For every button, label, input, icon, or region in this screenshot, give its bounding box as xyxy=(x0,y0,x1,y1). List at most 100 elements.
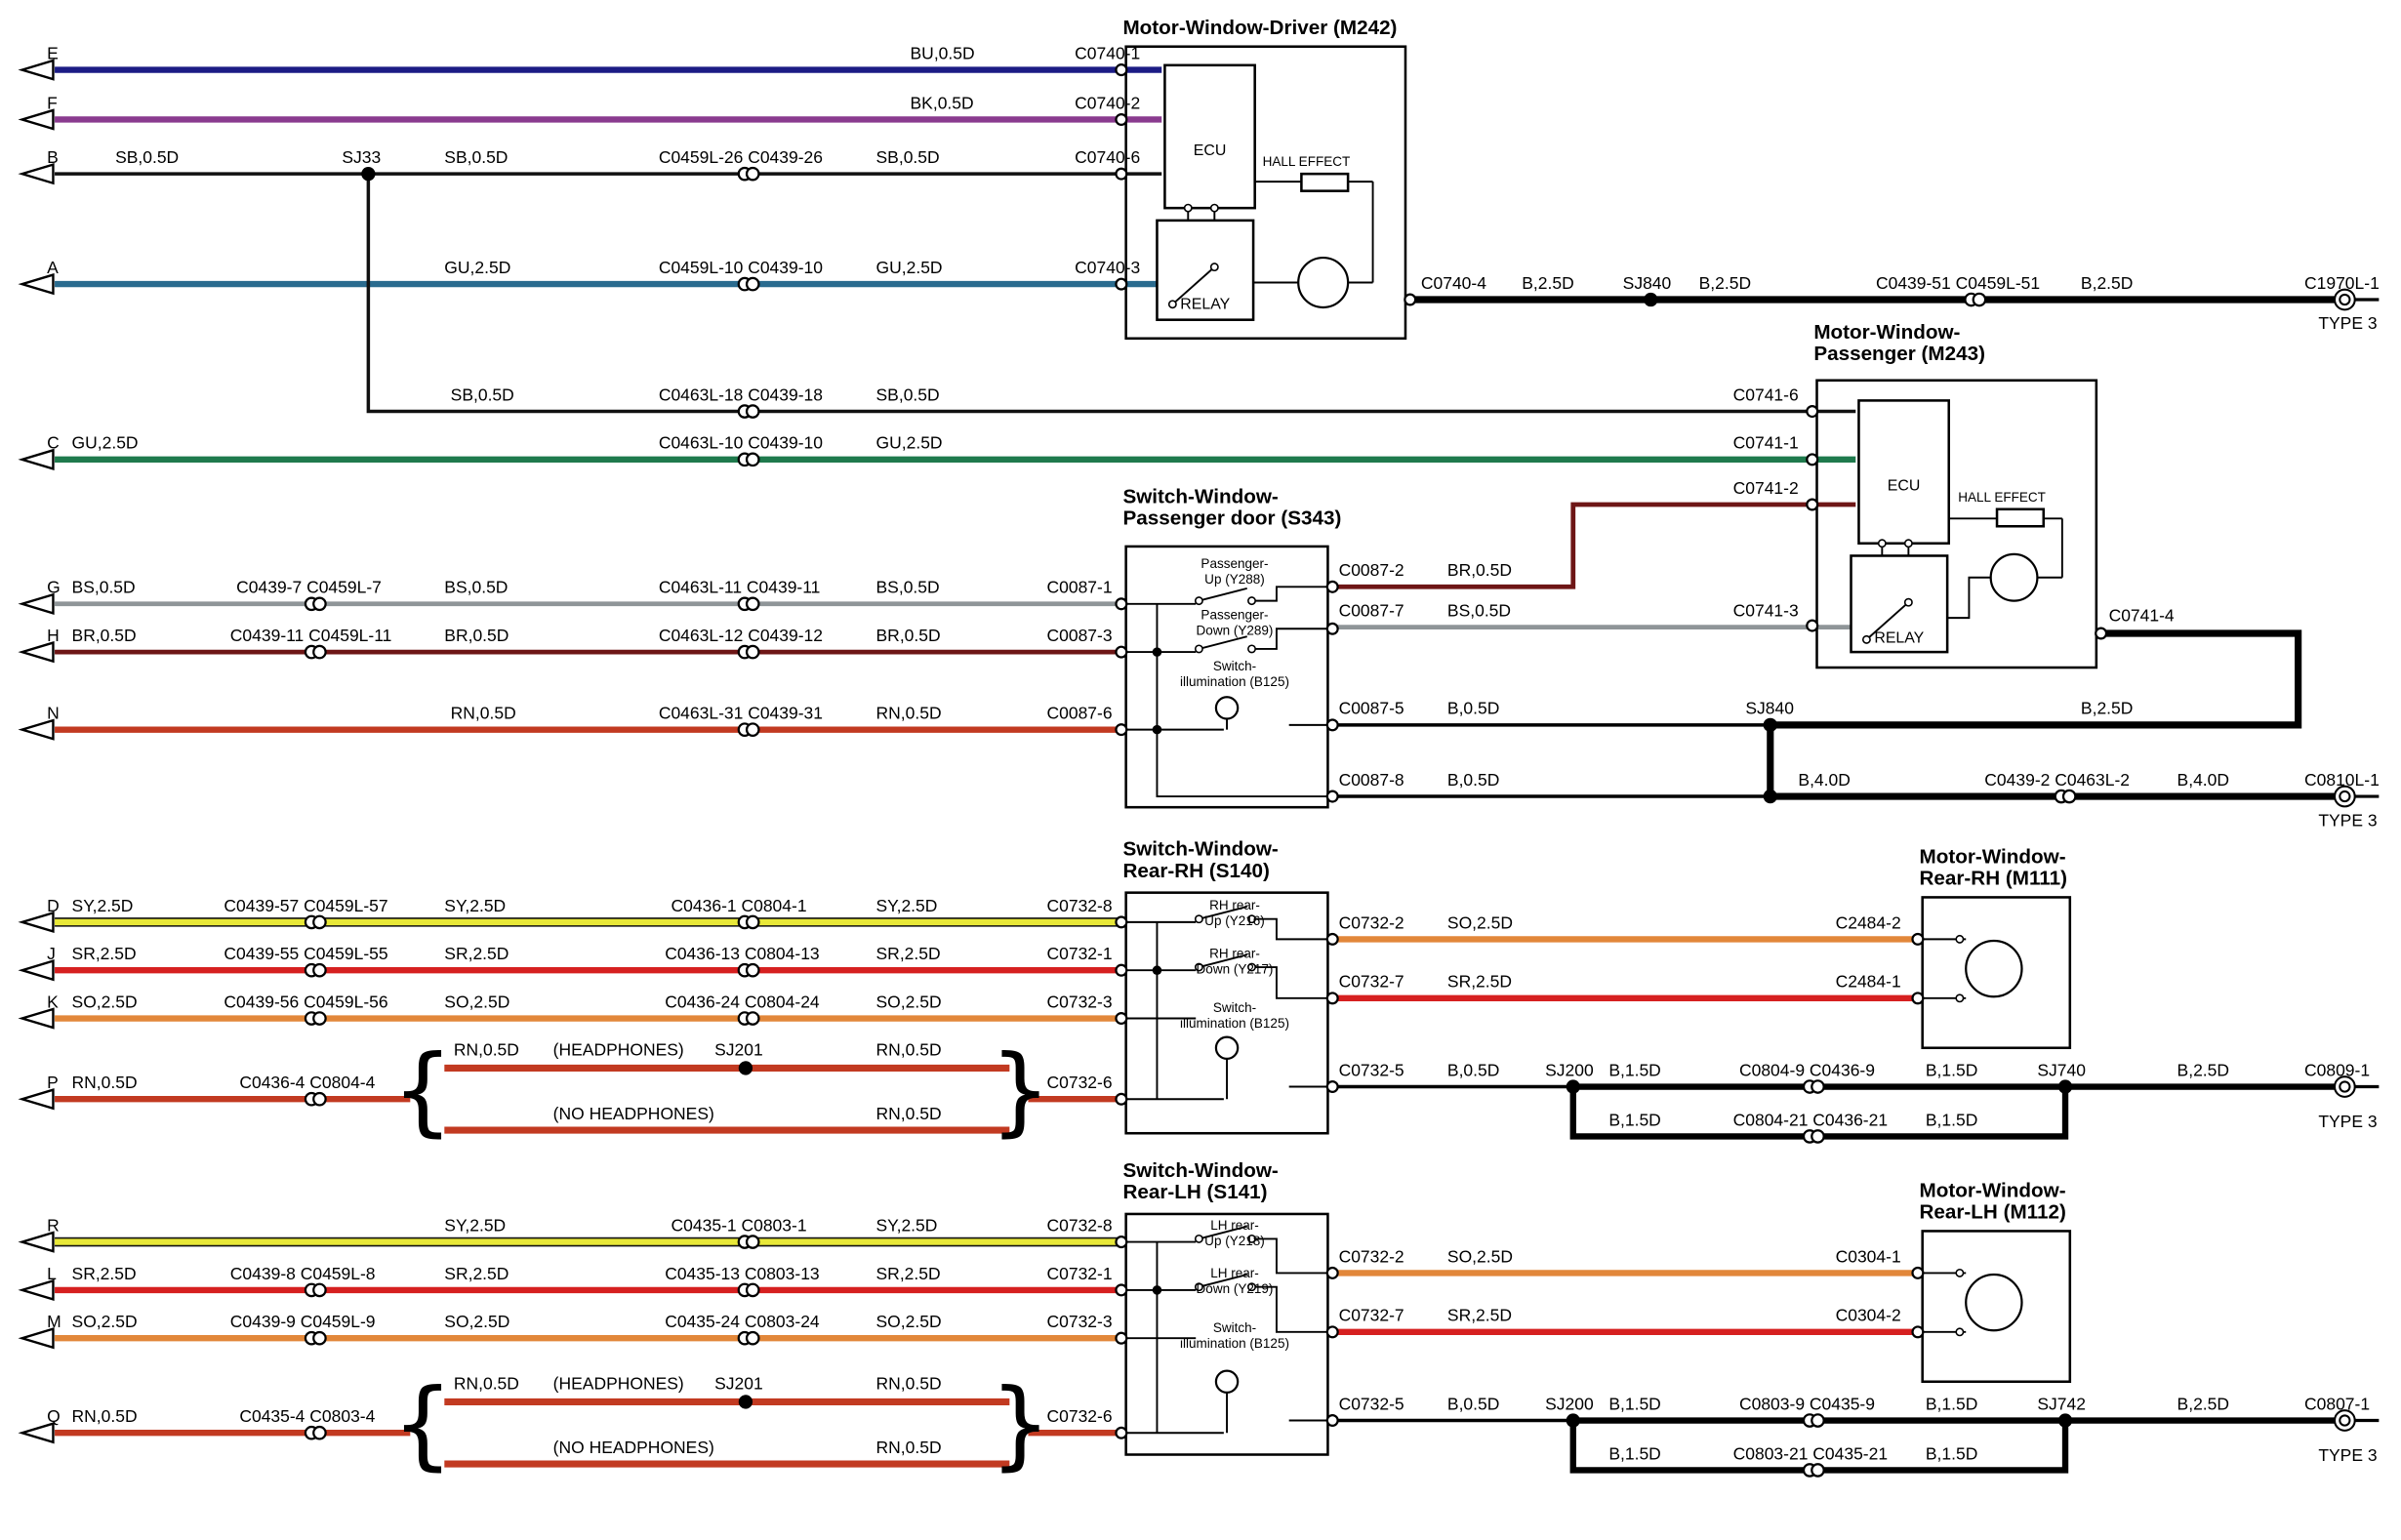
wire-label: B,2.5D xyxy=(2081,699,2133,718)
component-title: Rear-LH (M112) xyxy=(1920,1201,2066,1224)
component-title: Motor-Window-Driver (M242) xyxy=(1122,17,1397,39)
connector-pair-icon xyxy=(745,404,760,419)
connector-icon xyxy=(1325,1413,1339,1428)
wire-label: RN,0.5D xyxy=(876,1438,942,1457)
pin-icon xyxy=(1247,1282,1256,1292)
arrow-terminator-icon xyxy=(18,272,55,296)
connector-pair-icon xyxy=(745,722,760,737)
component-title: Motor-Window- xyxy=(1813,321,1960,344)
pin-icon xyxy=(1247,644,1256,654)
wire-label: TYPE 3 xyxy=(2318,1445,2377,1465)
connector-icon xyxy=(1115,1331,1128,1345)
type3-connector-icon xyxy=(2339,1414,2351,1427)
wire-label: C2484-2 xyxy=(1836,912,1901,932)
wire-label: SJ201 xyxy=(714,1374,763,1394)
wire-label: SO,2.5D xyxy=(444,992,509,1011)
wire-label: D xyxy=(47,896,60,915)
option-brace: { xyxy=(392,1369,454,1481)
connector-icon xyxy=(1115,1236,1128,1249)
connector-icon xyxy=(1911,932,1925,946)
connector-icon xyxy=(1325,932,1339,946)
connector-icon xyxy=(1806,619,1819,632)
junction-dot xyxy=(1763,717,1777,733)
wire-label: (HEADPHONES) xyxy=(553,1040,684,1060)
motor-icon xyxy=(1989,552,2039,602)
wire-label: C0087-5 xyxy=(1339,699,1404,718)
connector-icon xyxy=(1115,112,1128,127)
component-inner-label: LH rear- xyxy=(1210,1218,1259,1233)
wire-label: SJ33 xyxy=(342,147,381,167)
wire-label: RN,0.5D xyxy=(72,1406,138,1426)
wire-label: C0439-9 C0459L-9 xyxy=(230,1312,376,1331)
arrow-terminator-icon xyxy=(18,163,55,185)
wire-label: SJ740 xyxy=(2037,1060,2086,1079)
option-brace: { xyxy=(392,1035,454,1148)
wire-label: SO,2.5D xyxy=(1447,1246,1513,1266)
junction-dot xyxy=(361,167,376,182)
arrow-terminator-icon xyxy=(18,640,55,664)
connector-pair-icon xyxy=(745,644,760,660)
connector-icon xyxy=(1115,915,1128,929)
component-inner-label: Switch- xyxy=(1213,659,1256,673)
wire-label: Q xyxy=(47,1406,61,1426)
wire-label: C0732-1 xyxy=(1047,944,1113,963)
connector-pair-icon xyxy=(745,1282,760,1298)
wire-label: SO,2.5D xyxy=(876,1312,942,1331)
connector-icon xyxy=(1325,580,1339,593)
wire-label: C0740-4 xyxy=(1421,273,1486,293)
wire-label: B,1.5D xyxy=(1608,1394,1660,1413)
relay-label: RELAY xyxy=(1874,630,1924,647)
wire-label: C0732-5 xyxy=(1339,1060,1404,1079)
wire-label: B,0.5D xyxy=(1447,770,1499,790)
junction-dot xyxy=(2057,1079,2073,1094)
internal-line xyxy=(1199,1225,1247,1240)
switch-rear-rh-box xyxy=(1124,891,1329,1135)
component-title: Rear-LH (S141) xyxy=(1122,1181,1267,1203)
wire-label: SY,2.5D xyxy=(444,1215,506,1235)
junction-dot xyxy=(1152,965,1162,975)
component-inner-label: Down (Y217) xyxy=(1197,961,1274,976)
internal-line xyxy=(1251,1285,1328,1333)
wire-label: C0435-4 C0803-4 xyxy=(239,1406,375,1426)
wire-label: C0804-21 C0436-21 xyxy=(1733,1110,1888,1129)
wire-label: (NO HEADPHONES) xyxy=(553,1438,714,1457)
junction-dot xyxy=(1763,789,1777,804)
wire-label: C0436-24 C0804-24 xyxy=(665,992,820,1011)
connector-pair-icon xyxy=(312,644,327,660)
component-inner-label: Up (Y216) xyxy=(1204,913,1265,928)
junction-dot xyxy=(1566,1413,1580,1428)
connector-pair-icon xyxy=(745,1011,760,1026)
wire-label: B,1.5D xyxy=(1608,1443,1660,1463)
pin-icon xyxy=(1194,1234,1203,1243)
wire-label: P xyxy=(47,1073,59,1092)
connector-pair-icon xyxy=(312,914,327,930)
wire-label: C0741-6 xyxy=(1733,385,1799,404)
pin-icon xyxy=(1247,596,1256,606)
component-title: Motor-Window- xyxy=(1920,1179,2066,1201)
wire-label: B,2.5D xyxy=(1522,273,1573,293)
internal-line xyxy=(1171,265,1215,305)
internal-line xyxy=(1199,587,1247,602)
junction-dot xyxy=(1152,647,1162,657)
arrow-terminator-icon xyxy=(18,718,55,741)
wire-label: C0809-1 xyxy=(2304,1060,2370,1079)
pin-icon xyxy=(1183,203,1193,213)
arrow-terminator-icon xyxy=(18,59,55,81)
wire-label: F xyxy=(47,93,58,112)
wire-label: RN,0.5D xyxy=(454,1040,519,1060)
wire-label: J xyxy=(47,944,56,963)
wire-label: C0439-55 C0459L-55 xyxy=(224,944,387,963)
wire-label: C0732-8 xyxy=(1047,896,1113,915)
connector-pair-icon xyxy=(745,1235,760,1249)
wire-label: B,0.5D xyxy=(1447,1394,1499,1413)
connector-icon xyxy=(1911,1266,1925,1279)
wire-label: C0741-1 xyxy=(1733,433,1799,453)
arrow-terminator-icon xyxy=(18,592,55,615)
wire-label: C0804-9 C0436-9 xyxy=(1739,1060,1875,1079)
ecu-box xyxy=(1857,399,1951,546)
wire-label: RN,0.5D xyxy=(451,704,516,723)
wire-label: B,1.5D xyxy=(1926,1394,1977,1413)
arrow-terminator-icon xyxy=(18,1007,55,1030)
